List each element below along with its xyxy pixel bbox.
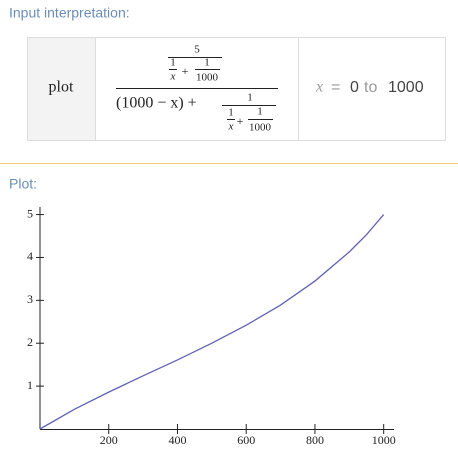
x-tick-label: 600 bbox=[237, 433, 255, 447]
range: x = 0 to 1000 bbox=[315, 79, 424, 97]
formula-text: 1 bbox=[170, 57, 176, 69]
y-tick-label: 3 bbox=[27, 292, 33, 306]
y-tick-label: 1 bbox=[27, 378, 33, 392]
x-tick-label: 400 bbox=[168, 433, 186, 447]
formula-text: 1 bbox=[204, 57, 210, 69]
function-name: plot bbox=[49, 79, 74, 96]
range-equals: = bbox=[331, 79, 340, 96]
formula-text: 1 bbox=[228, 107, 234, 119]
formula-text: + bbox=[237, 114, 244, 128]
x-tick-label: 1000 bbox=[372, 433, 396, 447]
formula-text: x bbox=[228, 121, 234, 133]
section-title: Plot: bbox=[9, 176, 37, 192]
range-from: 0 bbox=[350, 79, 359, 96]
formula-text: 1 bbox=[257, 106, 263, 118]
section-title: Input interpretation: bbox=[9, 5, 130, 21]
range-variable: x bbox=[315, 79, 323, 96]
formula-text: + bbox=[182, 64, 189, 78]
formula: 5 1 x + 1 1000 (1000 − x) + 1 1 x + 1 10… bbox=[116, 44, 278, 134]
formula-text: 1000 bbox=[196, 72, 219, 84]
x-tick-label: 200 bbox=[100, 433, 118, 447]
function-cell bbox=[28, 38, 95, 140]
x-tick-label: 800 bbox=[306, 433, 324, 447]
formula-text: 1 bbox=[247, 92, 253, 104]
range-word: to bbox=[364, 79, 377, 96]
formula-text: (1000 − x) + bbox=[116, 95, 197, 112]
range-to: 1000 bbox=[388, 79, 424, 96]
formula-text: 5 bbox=[194, 44, 200, 56]
y-tick-label: 2 bbox=[27, 335, 33, 349]
y-tick-label: 5 bbox=[27, 206, 33, 220]
formula-text: 1000 bbox=[249, 122, 272, 134]
curve bbox=[39, 214, 385, 430]
y-tick-label: 4 bbox=[27, 249, 33, 263]
formula-text: x bbox=[170, 71, 176, 83]
